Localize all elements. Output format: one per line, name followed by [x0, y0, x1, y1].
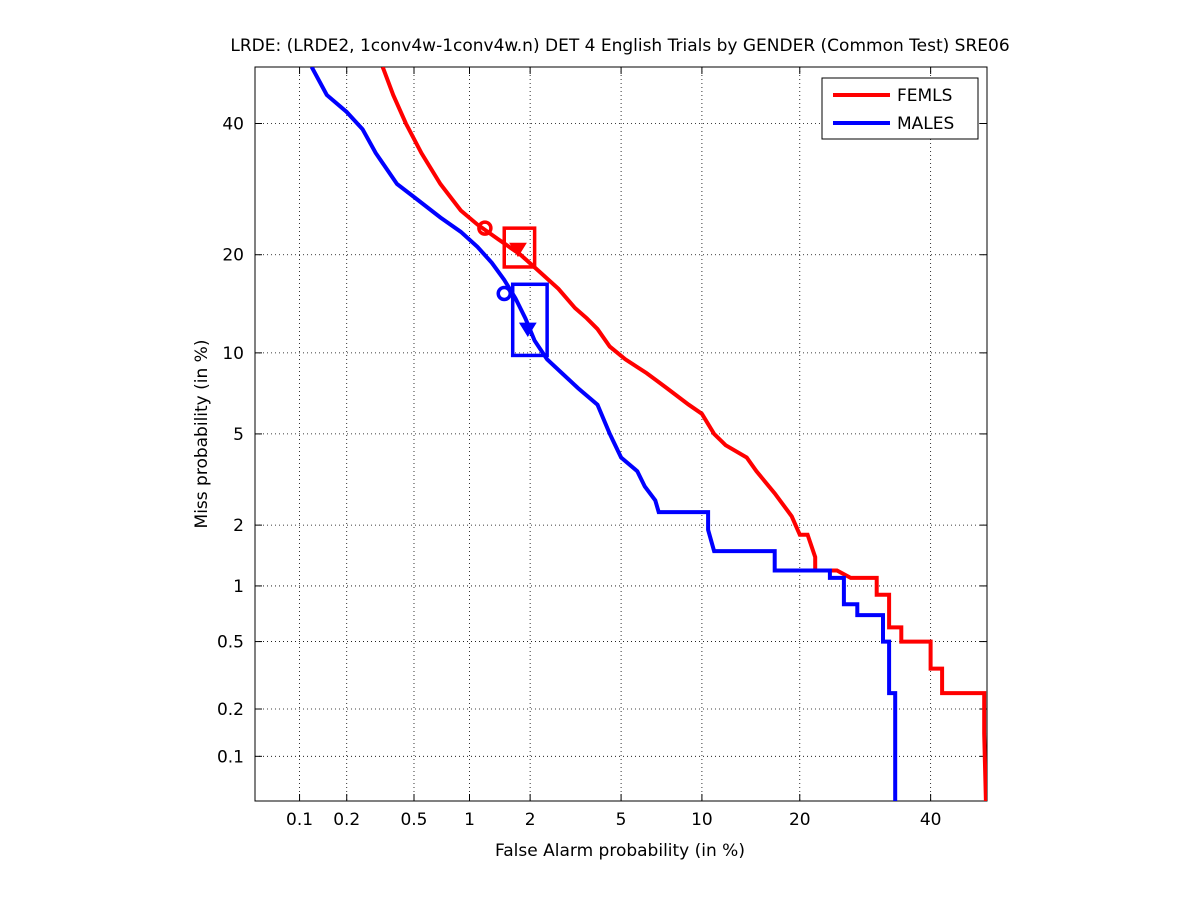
x-tick-label: 2: [525, 810, 536, 830]
legend-label-males: MALES: [897, 114, 954, 134]
x-tick-label: 5: [616, 810, 627, 830]
x-tick-label: 10: [691, 810, 713, 830]
min-dcf-marker-femls: [477, 220, 493, 236]
y-tick-label: 2: [233, 516, 244, 536]
y-axis-ticks: 0.1 0.2 0.5 1 2 5 10 20 40: [217, 115, 987, 767]
x-tick-label: 40: [920, 810, 942, 830]
series-line-males: [309, 67, 898, 801]
legend-label-femls: FEMLS: [897, 86, 952, 106]
min-dcf-marker-males: [496, 285, 512, 302]
x-tick-label: 0.2: [333, 810, 360, 830]
x-axis-label: False Alarm probability (in %): [495, 841, 745, 861]
y-axis-label: Miss probability (in %): [192, 340, 212, 529]
x-axis-ticks: 0.1 0.2 0.5 1 2 5 10 20 40: [286, 67, 941, 830]
y-tick-label: 10: [222, 344, 244, 364]
y-tick-label: 0.1: [217, 747, 244, 767]
confidence-box-femls: [502, 226, 537, 269]
confidence-box-males: [510, 282, 549, 358]
x-tick-label: 1: [464, 810, 475, 830]
y-tick-label: 1: [233, 577, 244, 597]
y-tick-label: 0.2: [217, 700, 244, 720]
actual-dcf-marker-femls: [509, 242, 527, 258]
x-tick-label: 0.1: [286, 810, 313, 830]
actual-dcf-marker-males: [518, 322, 537, 338]
legend-box: [821, 77, 979, 140]
y-tick-label: 5: [233, 425, 244, 445]
legend: FEMLS MALES: [821, 77, 979, 140]
y-tick-label: 0.5: [217, 633, 244, 653]
chart-title: LRDE: (LRDE2, 1conv4w-1conv4w.n) DET 4 E…: [230, 36, 1009, 56]
marker-layer: [477, 220, 549, 358]
y-tick-label: 20: [222, 246, 244, 266]
x-tick-label: 0.5: [400, 810, 427, 830]
y-tick-label: 40: [222, 115, 244, 135]
x-tick-label: 20: [789, 810, 811, 830]
